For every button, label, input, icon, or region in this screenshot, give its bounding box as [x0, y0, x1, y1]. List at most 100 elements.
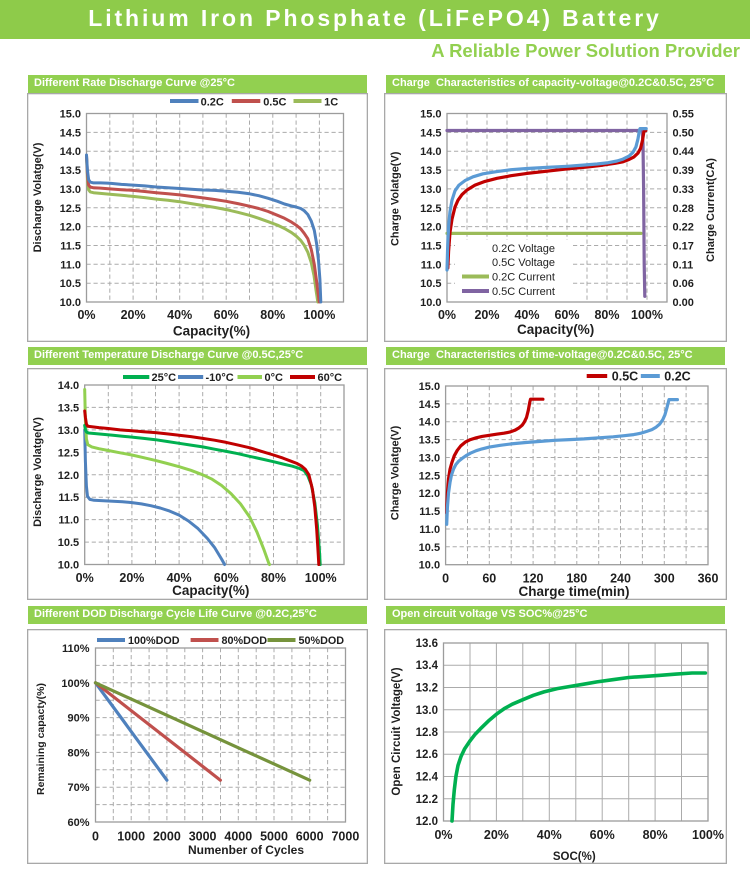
svg-text:10.0: 10.0: [58, 560, 79, 572]
svg-text:12.0: 12.0: [420, 222, 441, 234]
svg-text:10.5: 10.5: [420, 278, 441, 290]
svg-text:Discharge Volatge(V): Discharge Volatge(V): [32, 142, 44, 252]
svg-text:20%: 20%: [119, 571, 144, 585]
svg-text:SOC(%): SOC(%): [553, 851, 596, 863]
svg-text:0.00: 0.00: [673, 297, 694, 309]
svg-text:0%: 0%: [76, 571, 94, 585]
svg-text:0.2C: 0.2C: [201, 97, 224, 109]
svg-text:13.4: 13.4: [416, 660, 439, 672]
svg-text:0.44: 0.44: [673, 146, 695, 158]
svg-text:0%: 0%: [438, 308, 456, 322]
svg-text:11.5: 11.5: [58, 492, 79, 504]
svg-text:13.0: 13.0: [419, 453, 440, 465]
svg-text:12.0: 12.0: [416, 816, 438, 828]
svg-text:80%: 80%: [260, 308, 285, 322]
svg-text:0.06: 0.06: [673, 278, 694, 290]
svg-text:13.0: 13.0: [416, 705, 438, 717]
svg-text:15.0: 15.0: [60, 109, 81, 121]
svg-text:100%: 100%: [305, 571, 337, 585]
svg-text:80%: 80%: [643, 828, 668, 842]
svg-text:13.6: 13.6: [416, 638, 438, 650]
svg-text:Capacity(%): Capacity(%): [172, 583, 249, 598]
svg-text:60%: 60%: [214, 308, 239, 322]
svg-text:0°C: 0°C: [265, 372, 284, 384]
svg-text:14.0: 14.0: [60, 146, 81, 158]
svg-text:12.5: 12.5: [60, 203, 81, 215]
svg-text:10.0: 10.0: [420, 297, 441, 309]
svg-text:60%: 60%: [67, 817, 89, 829]
svg-text:80%: 80%: [594, 308, 619, 322]
svg-text:25°C: 25°C: [152, 372, 177, 384]
svg-text:12.6: 12.6: [416, 749, 438, 761]
svg-text:12.0: 12.0: [60, 222, 81, 234]
svg-text:Remaining capacty(%): Remaining capacty(%): [35, 683, 47, 795]
svg-text:40%: 40%: [537, 828, 562, 842]
svg-text:10.5: 10.5: [58, 537, 79, 549]
svg-text:13.5: 13.5: [58, 402, 79, 414]
svg-text:110%: 110%: [62, 643, 90, 655]
svg-text:90%: 90%: [67, 713, 89, 725]
svg-text:11.5: 11.5: [419, 506, 440, 518]
svg-text:Charge time(min): Charge time(min): [518, 584, 629, 599]
svg-text:20%: 20%: [121, 308, 146, 322]
svg-text:11.5: 11.5: [421, 241, 442, 253]
svg-text:10.5: 10.5: [60, 278, 81, 290]
svg-text:5000: 5000: [260, 830, 288, 844]
svg-text:100%: 100%: [61, 678, 89, 690]
svg-text:14.5: 14.5: [420, 127, 441, 139]
svg-text:0.17: 0.17: [673, 241, 694, 253]
svg-text:40%: 40%: [167, 308, 192, 322]
svg-text:240: 240: [610, 572, 631, 586]
svg-text:Charge Volatge(V): Charge Volatge(V): [390, 425, 402, 520]
svg-text:100%: 100%: [303, 308, 335, 322]
svg-text:12.5: 12.5: [419, 470, 440, 482]
svg-text:12.4: 12.4: [416, 772, 439, 784]
svg-text:Charge Volatge(V): Charge Volatge(V): [390, 151, 402, 246]
svg-text:80%: 80%: [261, 571, 286, 585]
svg-text:Open Circuit Voltage(V): Open Circuit Voltage(V): [391, 667, 403, 795]
svg-text:13.0: 13.0: [420, 184, 441, 196]
svg-text:0.5C Voltage: 0.5C Voltage: [492, 257, 555, 269]
svg-text:100%: 100%: [631, 308, 663, 322]
svg-text:60%: 60%: [590, 828, 615, 842]
svg-text:0.2C Voltage: 0.2C Voltage: [492, 243, 555, 255]
svg-text:12.5: 12.5: [58, 447, 79, 459]
svg-text:50%DOD: 50%DOD: [299, 635, 345, 647]
svg-text:0.22: 0.22: [673, 222, 694, 234]
svg-text:0.39: 0.39: [673, 165, 694, 177]
svg-text:13.0: 13.0: [60, 184, 81, 196]
svg-text:13.2: 13.2: [416, 683, 438, 695]
svg-text:Charge Current(CA): Charge Current(CA): [705, 158, 717, 262]
svg-text:-10°C: -10°C: [206, 372, 234, 384]
svg-text:80%: 80%: [67, 747, 89, 759]
svg-text:360: 360: [698, 572, 719, 586]
svg-text:13.5: 13.5: [420, 165, 441, 177]
svg-text:12.5: 12.5: [420, 203, 441, 215]
svg-text:4000: 4000: [224, 830, 252, 844]
svg-text:0%: 0%: [77, 308, 95, 322]
svg-text:0.33: 0.33: [673, 184, 694, 196]
svg-text:60%: 60%: [554, 308, 579, 322]
svg-text:2000: 2000: [153, 830, 181, 844]
svg-text:0: 0: [92, 830, 99, 844]
svg-text:12.0: 12.0: [419, 488, 440, 500]
svg-text:13.0: 13.0: [58, 425, 79, 437]
svg-text:1C: 1C: [324, 97, 338, 109]
svg-text:10.0: 10.0: [419, 560, 440, 572]
svg-text:40%: 40%: [514, 308, 539, 322]
svg-text:Capacity(%): Capacity(%): [517, 322, 594, 337]
svg-text:Numenber of Cycles: Numenber of Cycles: [188, 843, 304, 857]
svg-text:20%: 20%: [484, 828, 509, 842]
svg-text:10.5: 10.5: [419, 542, 440, 554]
svg-text:20%: 20%: [474, 308, 499, 322]
svg-text:6000: 6000: [296, 830, 324, 844]
svg-text:0.2C: 0.2C: [664, 370, 690, 384]
svg-text:0.11: 0.11: [673, 259, 694, 271]
svg-text:Discharge Volatge(V): Discharge Volatge(V): [32, 417, 44, 527]
svg-text:15.0: 15.0: [420, 109, 441, 121]
svg-text:0%: 0%: [434, 828, 452, 842]
svg-text:15.0: 15.0: [419, 381, 440, 393]
svg-text:Capacity(%): Capacity(%): [173, 324, 250, 339]
svg-text:40%: 40%: [167, 571, 192, 585]
svg-text:11.0: 11.0: [421, 259, 442, 271]
